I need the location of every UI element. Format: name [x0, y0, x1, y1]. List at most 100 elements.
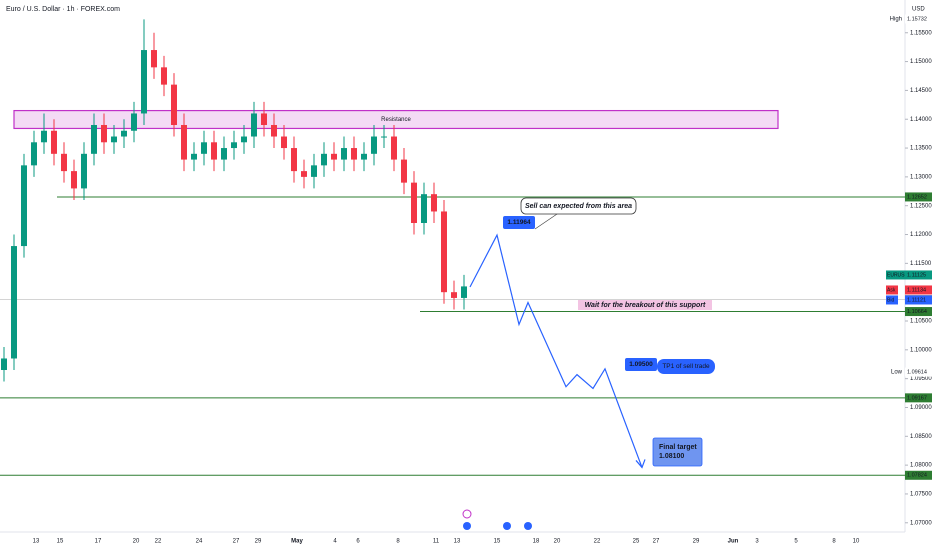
- extreme-tag: [905, 14, 932, 24]
- symbol-tag-label: Bid: [887, 297, 894, 303]
- y-tick-label: 1.10000: [910, 347, 932, 353]
- candle-body: [1, 358, 7, 371]
- level-tag: [905, 393, 932, 403]
- candle-body: [261, 113, 267, 125]
- level-tag-label: 1.09167: [907, 395, 927, 401]
- candle-body: [111, 136, 117, 143]
- level-tag-label: 1.12652: [907, 194, 927, 200]
- candle-body: [221, 148, 227, 160]
- sell-callout-pointer: [534, 211, 561, 230]
- y-tick-label: 1.14000: [910, 117, 932, 123]
- candle-body: [181, 124, 187, 160]
- x-tick-label: 5: [794, 539, 798, 545]
- price-tag: [905, 285, 932, 295]
- candle-body: [151, 50, 157, 68]
- extreme-name: Low: [891, 370, 903, 376]
- x-tick-label: 24: [196, 539, 203, 545]
- x-tick-label: 13: [454, 539, 461, 545]
- candle-body: [321, 153, 327, 166]
- x-tick-label: 20: [133, 539, 140, 545]
- candle-body: [391, 136, 397, 160]
- candle-body: [431, 194, 437, 212]
- tp1-price: 1.09500: [629, 361, 653, 368]
- y-tick-label: 1.09000: [910, 405, 932, 411]
- candle-body: [71, 171, 77, 189]
- x-tick-label: 15: [57, 539, 64, 545]
- tp1-price-tag: [625, 358, 657, 371]
- candle-body: [381, 136, 387, 138]
- candle-body: [291, 148, 297, 172]
- candle-body: [21, 165, 27, 247]
- x-tick-label: 8: [832, 539, 836, 545]
- x-tick-label: 25: [633, 539, 640, 545]
- x-tick-label: 8: [396, 539, 400, 545]
- x-tick-label: 29: [255, 539, 262, 545]
- candle-body: [421, 194, 427, 223]
- candle-body: [31, 142, 37, 166]
- sell-price: 1.11964: [507, 219, 531, 226]
- price-tag: [905, 295, 932, 305]
- price-tag-label: 1.11121: [907, 297, 926, 303]
- x-tick-label: 4: [333, 539, 337, 545]
- x-tick-label: 22: [594, 539, 601, 545]
- candle-body: [51, 130, 57, 154]
- event-icons: [462, 509, 532, 530]
- y-tick-label: 1.09500: [910, 376, 932, 382]
- level-tag: [905, 192, 932, 202]
- support-note: Wait for the breakout of this support: [585, 302, 706, 309]
- candle-body: [451, 292, 457, 298]
- x-tick-label: 27: [233, 539, 240, 545]
- candle-body: [441, 211, 447, 293]
- symbol-tag: [886, 270, 905, 280]
- y-tick-label: 1.13000: [910, 174, 932, 180]
- x-tick-label: 11: [433, 539, 440, 545]
- x-tick-label: 13: [33, 539, 40, 545]
- y-tick-label: 1.12500: [910, 203, 932, 209]
- chart-title: Euro / U.S. Dollar · 1h · FOREX.com: [6, 6, 120, 13]
- candle-body: [131, 113, 137, 131]
- candle-body: [101, 124, 107, 143]
- candle-body: [271, 124, 277, 137]
- candle-body: [161, 67, 167, 85]
- candle-body: [371, 136, 377, 154]
- x-tick-label: 17: [95, 539, 102, 545]
- y-tick-label: 1.13500: [910, 146, 932, 152]
- candle-body: [171, 84, 177, 125]
- symbol-tag: [886, 295, 898, 305]
- candle-body: [361, 153, 367, 160]
- candle-body: [331, 153, 337, 160]
- extreme-tag: [905, 367, 932, 377]
- y-tick-label: 1.07000: [910, 520, 932, 526]
- y-tick-label: 1.14500: [910, 88, 932, 94]
- candle-body: [351, 148, 357, 160]
- level-tag-label: 1.07824: [907, 473, 927, 479]
- candle-body: [341, 148, 347, 160]
- extreme-value: 1.15732: [907, 16, 927, 22]
- candle-body: [91, 124, 97, 154]
- event-icon: [463, 522, 471, 530]
- x-tick-label: 6: [356, 539, 360, 545]
- symbol-tag-label: EURUSD: [887, 272, 909, 278]
- candle-body: [141, 50, 147, 114]
- candle-body: [81, 153, 87, 189]
- x-tick-label: 10: [853, 539, 860, 545]
- x-tick-label: 22: [155, 539, 162, 545]
- y-tick-label: 1.10500: [910, 319, 932, 325]
- projection-path: [469, 233, 643, 468]
- currency: USD: [912, 7, 925, 13]
- resistance-zone: [13, 109, 779, 130]
- y-tick-label: 1.12000: [910, 232, 932, 238]
- candle-body: [461, 286, 467, 298]
- x-tick-label: May: [291, 539, 303, 545]
- event-icon: [524, 522, 532, 530]
- price-tag-label: 1.11134: [907, 287, 926, 293]
- sell-price-tag: [503, 216, 535, 229]
- candle-body: [41, 130, 47, 143]
- extreme-name: High: [890, 17, 902, 23]
- level-tag: [905, 307, 932, 317]
- candle-body: [121, 130, 127, 137]
- candle-body: [191, 153, 197, 160]
- tp1-note: TP1 of sell trade: [662, 363, 710, 370]
